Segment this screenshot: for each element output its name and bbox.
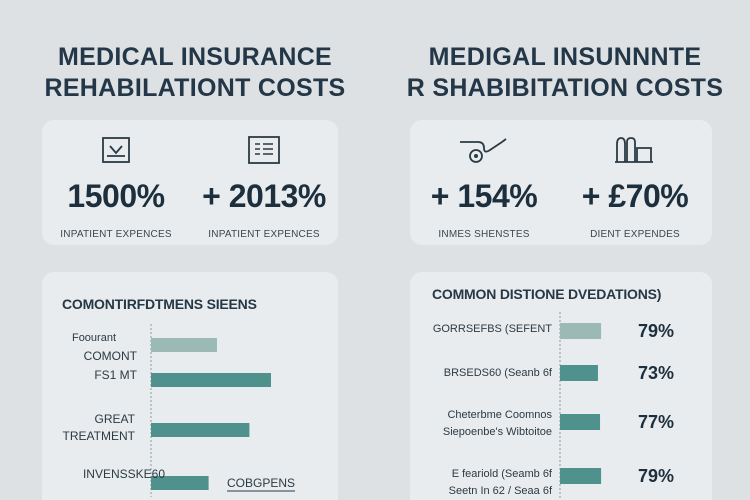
right-stats-card: + 154% INMES SHENSTES + £70% DIENT EXPEN… <box>410 120 712 245</box>
right-bar-chart: GORRSEFBS (SEFENT 79% BRSEDS60 (Seanb 6f 73… <box>433 312 674 500</box>
right-category-label: Cheterbme Coomnos <box>447 409 552 421</box>
right-stat-2-label: DIENT EXPENDES <box>590 229 680 240</box>
left-bar-annotation: COBGPENS <box>227 476 295 490</box>
right-stat-1-label: INMES SHENSTES <box>438 229 530 240</box>
right-value-label: 77% <box>638 412 674 432</box>
left-stat-2-value: + 2013% <box>202 178 326 214</box>
left-bar <box>151 373 271 387</box>
left-stat-1: 1500% INPATIENT EXPENCES <box>42 120 190 240</box>
right-title-line2: R SHABIBITATION COSTS <box>406 74 724 102</box>
right-value-label: 79% <box>638 466 674 486</box>
left-category-label: COMONT <box>84 349 138 363</box>
left-category-label: Foourant <box>72 332 116 344</box>
right-stat-2: + £70% DIENT EXPENDES <box>561 120 709 240</box>
left-chart-title: COMONTIRFDTMENS SIEENS <box>62 296 257 312</box>
left-category-label: GREAT <box>95 412 136 426</box>
left-bar <box>151 423 250 437</box>
right-bar <box>560 468 602 484</box>
right-stat-1-value: + 154% <box>430 178 538 214</box>
right-title-line1: MEDIGAL INSUNNNTE <box>428 43 702 71</box>
right-category-label: Seetn In 62 / Seaa 6f <box>449 485 553 497</box>
left-stat-2: + 2013% INPATIENT EXPENCES <box>190 120 338 240</box>
left-bar-card: COMONTIRFDTMENS SIEENS Foourant COMONT FS1… <box>42 272 338 500</box>
rehab-equipment-icon <box>561 134 709 166</box>
left-title-line2: REHABILATIONT COSTS <box>44 74 346 102</box>
right-bar <box>560 365 598 381</box>
right-category-label: BRSEDS60 (Seanb 6f <box>444 367 553 379</box>
right-bar <box>560 323 602 339</box>
right-bar-card: COMMON DISTIONE DVEDATIONS) GORRSEFBS (S… <box>410 272 712 500</box>
tray-download-icon <box>42 134 190 166</box>
right-chart-title: COMMON DISTIONE DVEDATIONS) <box>432 286 662 302</box>
left-category-label: INVENSSKE60 <box>83 467 165 481</box>
right-category-label: GORRSEFBS (SEFENT <box>433 323 552 335</box>
left-title: MEDICAL INSURANCE REHABILATIONT COSTS <box>30 42 360 104</box>
stethoscope-icon <box>410 134 558 166</box>
right-value-label: 79% <box>638 321 674 341</box>
right-category-label: E feariold (Seamb 6f <box>452 468 553 480</box>
left-bar-chart: Foourant COMONT FS1 MT GREAT TREATMENT INVENS… <box>63 324 295 497</box>
right-title: MEDIGAL INSUNNNTE R SHABIBITATION COSTS <box>400 42 730 104</box>
left-bar <box>151 476 209 490</box>
right-stat-2-value: + £70% <box>581 178 689 214</box>
left-stat-1-label: INPATIENT EXPENCES <box>60 229 172 240</box>
left-title-line1: MEDICAL INSURANCE <box>57 43 333 71</box>
left-bar <box>151 338 217 352</box>
left-stat-2-label: INPATIENT EXPENCES <box>208 229 320 240</box>
right-stat-1: + 154% INMES SHENSTES <box>410 120 558 240</box>
left-category-label: FS1 MT <box>94 368 137 382</box>
document-list-icon <box>190 134 338 166</box>
right-bar <box>560 414 601 430</box>
left-stat-1-value: 1500% <box>67 178 165 214</box>
left-stats-card: 1500% INPATIENT EXPENCES + 2013% INPATIE… <box>42 120 338 245</box>
right-value-label: 73% <box>638 363 674 383</box>
left-category-label: TREATMENT <box>63 429 136 443</box>
right-category-label: Siepoenbe's Wibtoitoe <box>443 426 552 438</box>
